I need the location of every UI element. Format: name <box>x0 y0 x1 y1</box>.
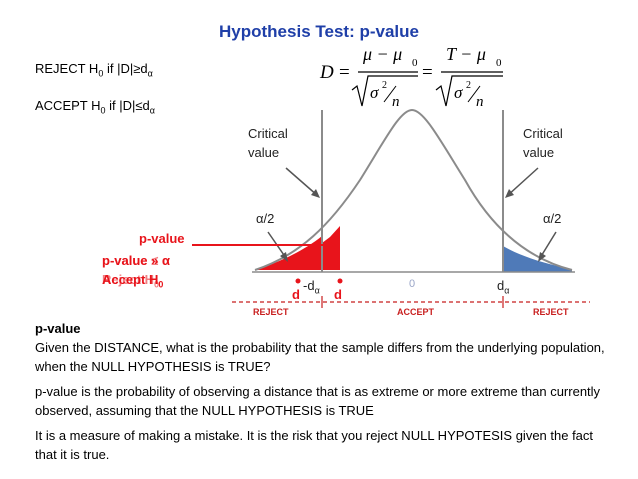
d-alpha-text: d <box>497 278 505 293</box>
d-dot-left <box>295 278 301 284</box>
reject-rule-alpha: α <box>147 68 153 79</box>
body-paragraph-1: Given the DISTANCE, what is the probabil… <box>35 340 605 374</box>
critical-label-right-line2: value <box>523 145 555 160</box>
reject-h-sub: 0 <box>154 279 160 290</box>
body-paragraph-3: It is a measure of making a mistake. It … <box>35 428 594 462</box>
neg-d-alpha-text: -d <box>303 278 315 293</box>
p-value-arrowhead <box>326 240 336 250</box>
alpha-arrow-right <box>539 231 557 259</box>
formula-sq-1: 2 <box>382 80 387 91</box>
formula-num1: μ − μ <box>362 44 402 64</box>
normal-curve <box>254 108 573 271</box>
zero-label: 0 <box>409 278 416 290</box>
critical-label-right-line1: Critical <box>523 126 563 141</box>
formula-sigma-2: σ <box>454 83 463 102</box>
page-title: Hypothesis Test: p-value <box>219 22 419 41</box>
formula-sqrt-1 <box>351 75 418 107</box>
d-alpha-label: dα <box>497 276 509 301</box>
neg-d-alpha-label: -dα <box>303 276 320 301</box>
d-label-right: d <box>334 287 342 302</box>
reject-rule: REJECT H0 if |D|≥dα <box>35 61 153 79</box>
p-value-overlap-2: p-value ≤ α <box>102 253 170 268</box>
critical-arrow-left <box>285 167 319 197</box>
reject-h-text: Reject H <box>102 272 155 287</box>
d-dot-right <box>337 278 343 284</box>
body-text: p-value Given the DISTANCE, what is the … <box>35 319 610 470</box>
critical-label-left: Critical value <box>248 124 288 162</box>
critical-arrowhead-right <box>505 189 514 198</box>
d-alpha-sub: α <box>504 285 510 296</box>
accept-label: ACCEPT <box>397 307 435 317</box>
formula-sqrt-2 <box>435 75 503 107</box>
formula-num1-sub: 0 <box>412 57 418 69</box>
accept-rule-sub: 0 <box>100 105 106 116</box>
reject-rule-text: REJECT H <box>35 61 99 76</box>
d-label-left: d <box>292 287 300 302</box>
formula-num2-sub: 0 <box>496 57 502 69</box>
formula-num2: T − μ <box>446 44 486 64</box>
critical-label-right: Critical value <box>523 124 563 162</box>
accept-rule: ACCEPT H0 if |D|≤dα <box>35 98 155 116</box>
p-value-label: p-value <box>139 231 185 246</box>
reject-rule-condition: if |D|≥d <box>103 61 148 76</box>
formula-sq-2: 2 <box>466 80 471 91</box>
alpha-arrowhead-right <box>538 252 546 262</box>
body-heading: p-value <box>35 321 81 336</box>
formula-n-2: n <box>476 94 484 110</box>
critical-arrowhead-left <box>311 189 320 198</box>
reject-right-label: REJECT <box>533 307 569 317</box>
alpha-label-left: α/2 <box>256 211 275 226</box>
formula-n-1: n <box>392 94 400 110</box>
accept-rule-alpha: α <box>149 105 155 116</box>
right-tail-region <box>503 246 572 272</box>
alpha-arrowhead-left <box>280 252 288 262</box>
accept-rule-text: ACCEPT H <box>35 98 101 113</box>
formula-lhs: D <box>319 62 334 83</box>
p-value-overlap-3: Accept H0 <box>102 272 163 290</box>
critical-arrow-right <box>506 167 539 197</box>
formula-slash-1 <box>383 85 397 103</box>
reject-rule-sub: 0 <box>98 68 104 79</box>
neg-d-alpha-sub: α <box>314 285 320 296</box>
accept-h-text: Accept H <box>102 272 159 287</box>
formula-slash-2 <box>467 85 481 103</box>
reject-left-label: REJECT <box>253 307 289 317</box>
formula-sigma-1: σ <box>370 83 379 102</box>
p-value-overlap-4: Reject H0 <box>102 272 159 290</box>
body-paragraph-2: p-value is the probability of observing … <box>35 384 601 418</box>
formula-eq-1: = <box>339 62 350 83</box>
formula-eq-2: = <box>422 62 433 83</box>
accept-h-sub: 0 <box>158 279 164 290</box>
accept-rule-condition: if |D|≤d <box>105 98 150 113</box>
alpha-label-right: α/2 <box>543 211 562 226</box>
critical-label-left-line1: Critical <box>248 126 288 141</box>
left-tail-region <box>255 226 340 270</box>
p-value-overlap-1: p-value » α <box>102 253 170 268</box>
critical-label-left-line2: value <box>248 145 280 160</box>
